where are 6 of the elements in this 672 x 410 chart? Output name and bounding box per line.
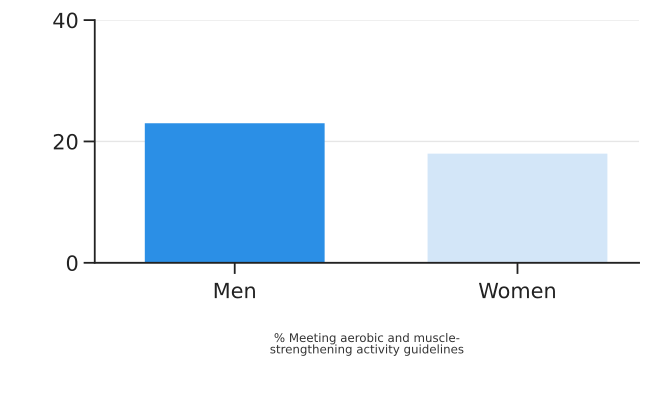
x-tick-label: Men xyxy=(214,282,255,298)
y-tick-label: 40 xyxy=(53,12,78,28)
y-tick-label: 20 xyxy=(54,134,78,150)
x-tick-label: Women xyxy=(478,282,555,298)
y-tick-label: 0 xyxy=(66,255,78,272)
x-axis-title: % Meeting aerobic and muscle- strengthening activity guidelines xyxy=(270,332,464,356)
